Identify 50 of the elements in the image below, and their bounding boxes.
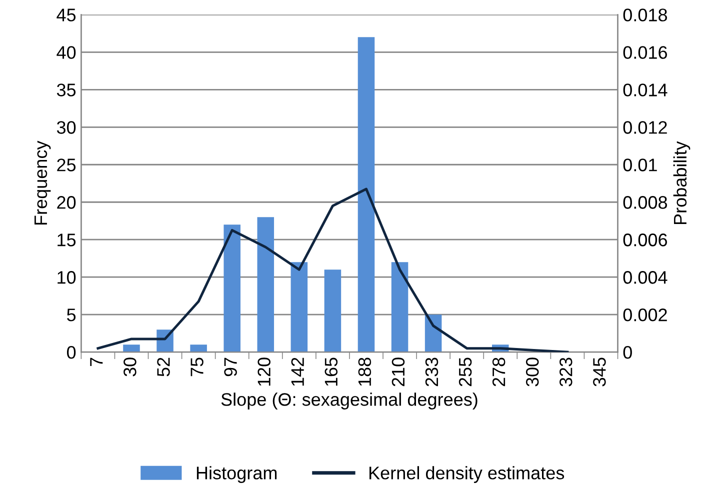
- bar: [190, 344, 207, 352]
- y-tick-label: 0: [66, 346, 76, 359]
- bar: [290, 262, 308, 352]
- x-tick-label: 120: [258, 358, 270, 386]
- x-tick-label: 345: [593, 358, 606, 386]
- x-tick-label: 97: [224, 358, 237, 376]
- y-tick-label: 30: [56, 121, 76, 134]
- y2-tick-label: 0.006: [623, 234, 667, 246]
- legend-label: Histogram: [196, 466, 277, 483]
- bar: [224, 224, 240, 352]
- y-tick-label: 40: [56, 46, 76, 59]
- y-tick-label: 10: [58, 271, 76, 284]
- x-tick-label: 210: [392, 358, 405, 386]
- x-tick-label: 75: [190, 358, 204, 376]
- y-tick-label: 5: [67, 308, 76, 322]
- x-tick-label: 52: [157, 358, 170, 376]
- x-tick-label: 323: [560, 358, 572, 386]
- y2-tick-label: 0.016: [623, 46, 667, 59]
- y2-tick-label: 0.008: [623, 196, 668, 209]
- y2-tick-label: 0.01: [623, 158, 657, 172]
- y2-tick-label: 0.014: [623, 84, 668, 96]
- x-tick-label: 7: [90, 358, 103, 366]
- y2-axis-title: Probability: [673, 141, 690, 224]
- y-tick-label: 45: [56, 8, 76, 22]
- line-series: [96, 188, 569, 352]
- x-tick-label: 30: [124, 358, 136, 376]
- y-tick-label: 35: [56, 84, 76, 96]
- x-axis-title: Slope (Θ: sexagesimal degrees): [221, 392, 478, 410]
- y2-tick-label: 0.004: [623, 271, 668, 284]
- y-tick-label: 15: [58, 234, 76, 246]
- x-tick-label: 165: [324, 358, 338, 386]
- y2-tick-label: 0.002: [623, 308, 667, 322]
- legend-label: Kernel density estimates: [369, 466, 564, 483]
- bar: [391, 262, 408, 352]
- x-tick-label: 300: [526, 358, 539, 386]
- bar: [257, 217, 274, 352]
- bar: [324, 270, 342, 352]
- x-tick-label: 255: [458, 358, 472, 386]
- bar: [123, 344, 140, 352]
- y-tick-label: 20: [57, 196, 76, 209]
- y2-tick-label: 0: [623, 346, 632, 359]
- x-tick-label: 142: [291, 358, 304, 386]
- y2-tick-label: 0.018: [623, 8, 668, 22]
- y-axis-title: Frequency: [34, 140, 51, 225]
- bar: [358, 37, 375, 352]
- y2-tick-label: 0.012: [623, 121, 667, 134]
- x-tick-label: 188: [358, 358, 372, 386]
- x-tick-label: 278: [492, 358, 506, 386]
- x-tick-label: 233: [425, 358, 438, 386]
- y-tick-label: 25: [57, 158, 76, 172]
